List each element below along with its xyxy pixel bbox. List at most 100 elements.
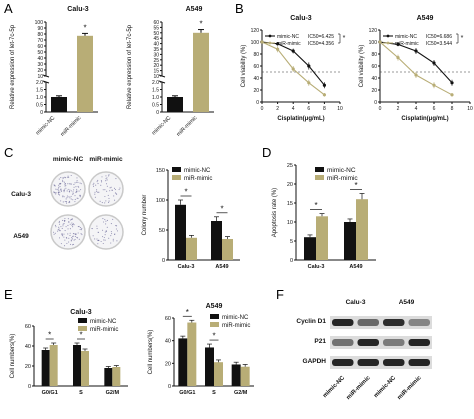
bar — [186, 237, 197, 260]
colony-dot — [112, 238, 114, 240]
y-tick-label: 5 — [290, 239, 293, 245]
colony-dot — [109, 187, 111, 189]
bar — [240, 366, 250, 386]
colony-dot — [116, 230, 119, 232]
colony-dot — [59, 191, 61, 193]
colony-dot — [66, 197, 68, 199]
colony-dot — [104, 195, 106, 198]
ic50-label: IC50=3.544 — [426, 41, 452, 47]
colony-dot — [66, 242, 68, 244]
colony-dot — [68, 221, 70, 223]
colony-dot — [57, 230, 59, 232]
colony-dot — [103, 239, 105, 241]
y-tick-label: 0.5 — [36, 103, 43, 109]
colony-dot — [105, 200, 107, 202]
y-tick-label: 30 — [153, 52, 159, 58]
colony-dot — [62, 223, 64, 225]
colony-dot — [76, 177, 78, 179]
x-tick-label: 6 — [433, 106, 436, 112]
colony-dot — [69, 234, 71, 237]
bar — [193, 32, 209, 112]
colony-dot — [106, 185, 108, 187]
colony-dot — [64, 220, 66, 223]
colony-dot — [94, 193, 96, 195]
colony-dot — [96, 228, 98, 230]
colony-dot — [96, 190, 98, 193]
culture-dish — [50, 214, 86, 250]
colony-dot — [58, 178, 60, 180]
colony-dot — [64, 230, 66, 232]
data-point — [260, 40, 264, 44]
data-point — [396, 56, 400, 60]
blot-row-label: Cyclin D1 — [296, 318, 326, 325]
data-point — [414, 73, 418, 77]
bar — [231, 364, 241, 386]
colony-dot — [64, 188, 66, 190]
y-axis-label: Apoptosis rate (%) — [272, 188, 278, 237]
colony-dot — [114, 192, 117, 194]
colony-dot — [101, 181, 103, 183]
y-tick-label: 20 — [153, 63, 159, 69]
legend-label: mimic-NC — [327, 167, 356, 174]
legend-marker — [268, 41, 272, 45]
colony-dot — [115, 178, 117, 180]
legend-swatch — [315, 167, 324, 172]
y-tick-label: 80 — [253, 52, 259, 58]
significance-mark: * — [83, 23, 86, 32]
bar — [222, 239, 233, 260]
colony-dot — [105, 220, 107, 222]
significance-mark: * — [354, 181, 357, 190]
colony-dot — [77, 232, 79, 234]
significance-mark: * — [186, 308, 189, 317]
colony-dot — [75, 186, 77, 188]
colony-dot — [69, 243, 72, 245]
y-tick-label: 15 — [153, 69, 159, 75]
blot-strip — [330, 336, 432, 349]
data-point — [450, 81, 454, 85]
colony-dot — [64, 183, 66, 185]
bar — [112, 367, 121, 386]
legend-swatch — [315, 175, 324, 180]
colony-dot — [58, 193, 60, 195]
y-tick-label: 40 — [37, 56, 43, 62]
colony-dot — [110, 231, 112, 233]
culture-dish — [88, 214, 124, 250]
colony-dot — [62, 235, 64, 237]
colony-dot — [77, 185, 79, 187]
colony-dot — [58, 221, 60, 224]
colony-dot — [60, 189, 62, 191]
y-tick-label: 0 — [256, 100, 259, 106]
y-tick-label: 120 — [369, 28, 378, 34]
colony-dot — [58, 228, 60, 230]
x-tick-label: 6 — [307, 106, 310, 112]
colony-dot — [109, 190, 111, 192]
colony-dot — [103, 221, 105, 223]
significance-mark: * — [48, 331, 51, 340]
colony-dot — [64, 185, 66, 187]
colony-dot — [79, 229, 81, 231]
colony-dot — [67, 176, 69, 178]
legend-swatch — [210, 322, 219, 327]
y-tick-label: 100 — [369, 40, 378, 46]
bar — [49, 345, 58, 386]
chart-title: A549 — [206, 303, 223, 310]
colony-dot — [113, 195, 115, 197]
colony-dot — [58, 191, 60, 193]
blot-strip — [330, 316, 432, 329]
y-tick-label: 30 — [37, 62, 43, 68]
colony-dot — [76, 180, 78, 182]
colony-dot — [104, 219, 106, 221]
colony-dot — [71, 244, 73, 246]
x-tick-label: mimic-NC — [35, 115, 56, 136]
x-axis-label: Cisplatin(μg/mL) — [277, 116, 324, 122]
dish-column-label: mimic-NC — [53, 156, 84, 163]
colony-dot — [79, 182, 81, 184]
bar — [187, 322, 197, 386]
chart-title: A549 — [417, 15, 434, 22]
y-axis-label: Cell viability (%) — [359, 45, 365, 88]
data-point — [378, 40, 382, 44]
y-tick-label: 0 — [156, 110, 159, 116]
colony-dot — [59, 230, 61, 232]
colony-dot — [105, 175, 107, 177]
y-tick-label: 40 — [153, 42, 159, 48]
